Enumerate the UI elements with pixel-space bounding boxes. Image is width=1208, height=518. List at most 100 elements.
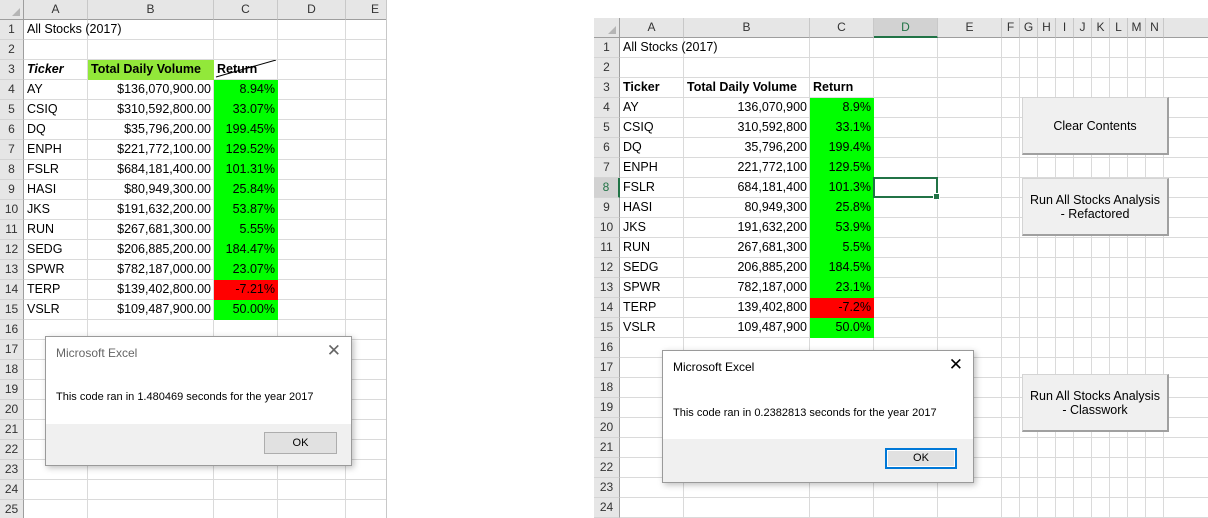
select-all-corner[interactable] bbox=[594, 18, 620, 38]
row-header-9[interactable]: 9 bbox=[594, 198, 620, 218]
row-header-2[interactable]: 2 bbox=[594, 58, 620, 78]
volume-cell[interactable]: $684,181,400.00 bbox=[117, 162, 211, 176]
ticker-cell[interactable]: SPWR bbox=[623, 280, 661, 294]
ticker-cell[interactable]: JKS bbox=[27, 202, 50, 216]
row-header-12[interactable]: 12 bbox=[0, 240, 24, 260]
volume-cell[interactable]: 80,949,300 bbox=[744, 200, 807, 214]
row-header-11[interactable]: 11 bbox=[0, 220, 24, 240]
volume-cell[interactable]: 221,772,100 bbox=[737, 160, 807, 174]
column-header-i[interactable]: I bbox=[1056, 18, 1074, 38]
row-header-10[interactable]: 10 bbox=[594, 218, 620, 238]
run-refactored-button[interactable]: Run All Stocks Analysis - Refactored bbox=[1022, 178, 1169, 236]
ticker-cell[interactable]: FSLR bbox=[623, 180, 655, 194]
ticker-cell[interactable]: SEDG bbox=[623, 260, 659, 274]
return-cell[interactable]: 5.55% bbox=[214, 220, 278, 240]
row-header-14[interactable]: 14 bbox=[0, 280, 24, 300]
row-header-6[interactable]: 6 bbox=[0, 120, 24, 140]
volume-cell[interactable]: $35,796,200.00 bbox=[124, 122, 211, 136]
return-cell[interactable]: 101.31% bbox=[214, 160, 278, 180]
ticker-cell[interactable]: JKS bbox=[623, 220, 646, 234]
row-header-25[interactable]: 25 bbox=[0, 500, 24, 518]
ticker-cell[interactable]: VSLR bbox=[27, 302, 60, 316]
row-header-5[interactable]: 5 bbox=[594, 118, 620, 138]
row-header-20[interactable]: 20 bbox=[0, 400, 24, 420]
header-return-cell[interactable]: Return bbox=[813, 80, 854, 94]
volume-cell[interactable]: 109,487,900 bbox=[737, 320, 807, 334]
ticker-cell[interactable]: SPWR bbox=[27, 262, 65, 276]
column-header-c[interactable]: C bbox=[810, 18, 874, 38]
column-header-h[interactable]: H bbox=[1038, 18, 1056, 38]
row-header-15[interactable]: 15 bbox=[0, 300, 24, 320]
row-header-22[interactable]: 22 bbox=[0, 440, 24, 460]
column-header-n[interactable]: N bbox=[1146, 18, 1164, 38]
ticker-cell[interactable]: DQ bbox=[623, 140, 642, 154]
row-header-8[interactable]: 8 bbox=[0, 160, 24, 180]
volume-cell[interactable]: $221,772,100.00 bbox=[117, 142, 211, 156]
row-header-6[interactable]: 6 bbox=[594, 138, 620, 158]
ticker-cell[interactable]: HASI bbox=[623, 200, 653, 214]
header-ticker-cell[interactable]: Ticker bbox=[623, 80, 660, 94]
row-header-4[interactable]: 4 bbox=[0, 80, 24, 100]
ticker-cell[interactable]: AY bbox=[27, 82, 43, 96]
sheet-title-cell[interactable]: All Stocks (2017) bbox=[27, 22, 122, 36]
column-header-b[interactable]: B bbox=[684, 18, 810, 38]
close-icon[interactable]: ✕ bbox=[326, 341, 341, 360]
return-cell[interactable]: 50.0% bbox=[810, 318, 874, 338]
return-cell[interactable]: 33.1% bbox=[810, 118, 874, 138]
row-header-10[interactable]: 10 bbox=[0, 200, 24, 220]
row-header-23[interactable]: 23 bbox=[594, 478, 620, 498]
return-cell[interactable]: 33.07% bbox=[214, 100, 278, 120]
return-cell[interactable]: 25.84% bbox=[214, 180, 278, 200]
volume-cell[interactable]: $80,949,300.00 bbox=[124, 182, 211, 196]
volume-cell[interactable]: $267,681,300.00 bbox=[117, 222, 211, 236]
header-volume-cell[interactable]: Total Daily Volume bbox=[88, 60, 214, 80]
close-icon[interactable]: ✕ bbox=[948, 355, 963, 374]
column-header-k[interactable]: K bbox=[1092, 18, 1110, 38]
column-header-c[interactable]: C bbox=[214, 0, 278, 20]
return-cell[interactable]: 53.87% bbox=[214, 200, 278, 220]
sheet-title-cell[interactable]: All Stocks (2017) bbox=[623, 40, 718, 54]
volume-cell[interactable]: $191,632,200.00 bbox=[117, 202, 211, 216]
row-header-13[interactable]: 13 bbox=[594, 278, 620, 298]
return-cell[interactable]: 5.5% bbox=[810, 238, 874, 258]
ticker-cell[interactable]: DQ bbox=[27, 122, 46, 136]
row-header-11[interactable]: 11 bbox=[594, 238, 620, 258]
ticker-cell[interactable]: RUN bbox=[27, 222, 55, 236]
run-classwork-button[interactable]: Run All Stocks Analysis - Classwork bbox=[1022, 374, 1169, 432]
ticker-cell[interactable]: TERP bbox=[623, 300, 657, 314]
column-header-e[interactable]: E bbox=[346, 0, 386, 20]
ticker-cell[interactable]: ENPH bbox=[623, 160, 658, 174]
row-header-22[interactable]: 22 bbox=[594, 458, 620, 478]
volume-cell[interactable]: 684,181,400 bbox=[737, 180, 807, 194]
ticker-cell[interactable]: TERP bbox=[27, 282, 61, 296]
return-cell[interactable]: 199.4% bbox=[810, 138, 874, 158]
ticker-cell[interactable]: RUN bbox=[623, 240, 651, 254]
row-header-20[interactable]: 20 bbox=[594, 418, 620, 438]
column-header-f[interactable]: F bbox=[1002, 18, 1020, 38]
ticker-cell[interactable]: AY bbox=[623, 100, 639, 114]
clear-contents-button[interactable]: Clear Contents bbox=[1022, 97, 1169, 155]
row-header-3[interactable]: 3 bbox=[0, 60, 24, 80]
header-return-cell[interactable]: Return bbox=[214, 60, 278, 80]
row-header-14[interactable]: 14 bbox=[594, 298, 620, 318]
row-header-16[interactable]: 16 bbox=[0, 320, 24, 340]
column-header-e[interactable]: E bbox=[938, 18, 1002, 38]
volume-cell[interactable]: $310,592,800.00 bbox=[117, 102, 211, 116]
row-header-19[interactable]: 19 bbox=[0, 380, 24, 400]
volume-cell[interactable]: 35,796,200 bbox=[744, 140, 807, 154]
return-cell[interactable]: 50.00% bbox=[214, 300, 278, 320]
return-cell[interactable]: 129.52% bbox=[214, 140, 278, 160]
return-cell[interactable]: 184.47% bbox=[214, 240, 278, 260]
column-header-g[interactable]: G bbox=[1020, 18, 1038, 38]
row-header-4[interactable]: 4 bbox=[594, 98, 620, 118]
row-header-8[interactable]: 8 bbox=[594, 178, 620, 198]
volume-cell[interactable]: 267,681,300 bbox=[737, 240, 807, 254]
row-header-1[interactable]: 1 bbox=[0, 20, 24, 40]
column-header-d[interactable]: D bbox=[278, 0, 346, 20]
return-cell[interactable]: 23.07% bbox=[214, 260, 278, 280]
ticker-cell[interactable]: ENPH bbox=[27, 142, 62, 156]
row-header-23[interactable]: 23 bbox=[0, 460, 24, 480]
return-cell[interactable]: -7.2% bbox=[810, 298, 874, 318]
row-header-12[interactable]: 12 bbox=[594, 258, 620, 278]
return-cell[interactable]: 184.5% bbox=[810, 258, 874, 278]
